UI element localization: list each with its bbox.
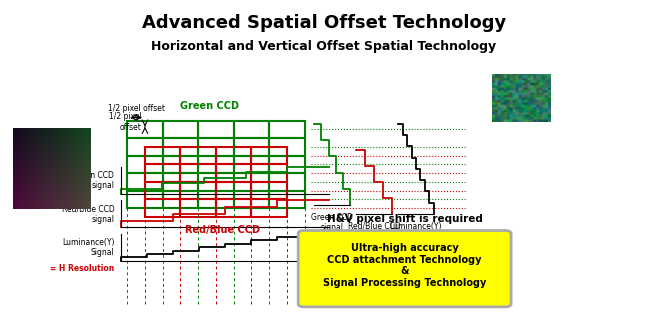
Bar — [127, 156, 163, 173]
Bar — [127, 173, 163, 191]
Bar — [180, 199, 216, 217]
Bar — [145, 182, 180, 199]
Bar — [198, 173, 234, 191]
Bar — [216, 164, 251, 182]
Bar — [198, 156, 234, 173]
Bar — [216, 199, 251, 217]
Bar — [180, 164, 216, 182]
Bar — [163, 156, 198, 173]
Bar — [269, 121, 305, 138]
Bar — [163, 121, 198, 138]
Bar — [216, 147, 251, 164]
Bar — [145, 147, 180, 164]
Bar — [269, 138, 305, 156]
Bar — [269, 173, 305, 191]
Text: 1/2 pixel
offset: 1/2 pixel offset — [109, 112, 142, 132]
Bar — [251, 199, 287, 217]
Text: H&V pixel shift is required: H&V pixel shift is required — [327, 214, 483, 224]
Text: Advanced Spatial Offset Technology: Advanced Spatial Offset Technology — [142, 14, 506, 32]
Bar — [198, 121, 234, 138]
Bar — [251, 147, 287, 164]
Bar — [269, 156, 305, 173]
Bar — [127, 121, 163, 138]
Bar — [163, 173, 198, 191]
Bar — [234, 156, 269, 173]
Text: Green CCD: Green CCD — [180, 101, 239, 111]
Bar — [180, 147, 216, 164]
Text: Luminance(Y)
Signal: Luminance(Y) Signal — [62, 238, 114, 257]
Bar — [234, 173, 269, 191]
Text: Green CCD
signal: Green CCD signal — [311, 213, 353, 232]
Text: Red/Blue CCD: Red/Blue CCD — [185, 225, 260, 235]
Text: = V Resolution: = V Resolution — [384, 234, 448, 244]
Bar — [127, 191, 163, 208]
Bar — [269, 191, 305, 208]
Bar — [145, 199, 180, 217]
Bar — [234, 138, 269, 156]
Bar — [127, 138, 163, 156]
Bar — [251, 164, 287, 182]
FancyBboxPatch shape — [298, 230, 511, 307]
Bar — [198, 191, 234, 208]
Bar — [163, 138, 198, 156]
Bar — [198, 138, 234, 156]
Text: 1/2 pixel offset: 1/2 pixel offset — [108, 104, 165, 113]
Bar — [145, 164, 180, 182]
Bar — [216, 182, 251, 199]
Text: Green CCD
signal: Green CCD signal — [73, 171, 114, 190]
Text: = H Resolution: = H Resolution — [50, 264, 114, 273]
Text: Ultra-high accuracy
CCD attachment Technology
&
Signal Processing Technology: Ultra-high accuracy CCD attachment Techn… — [323, 243, 487, 288]
Bar — [163, 191, 198, 208]
Text: Red/Blue CCD
signal: Red/Blue CCD signal — [62, 204, 114, 223]
Text: Luminance(Y)
Signal: Luminance(Y) Signal — [389, 222, 442, 241]
Text: Red/Blue CCD
signal: Red/Blue CCD signal — [347, 222, 400, 241]
Bar — [234, 191, 269, 208]
Bar — [251, 182, 287, 199]
Text: Horizontal and Vertical Offset Spatial Technology: Horizontal and Vertical Offset Spatial T… — [152, 39, 496, 53]
Bar — [234, 121, 269, 138]
Bar — [180, 182, 216, 199]
